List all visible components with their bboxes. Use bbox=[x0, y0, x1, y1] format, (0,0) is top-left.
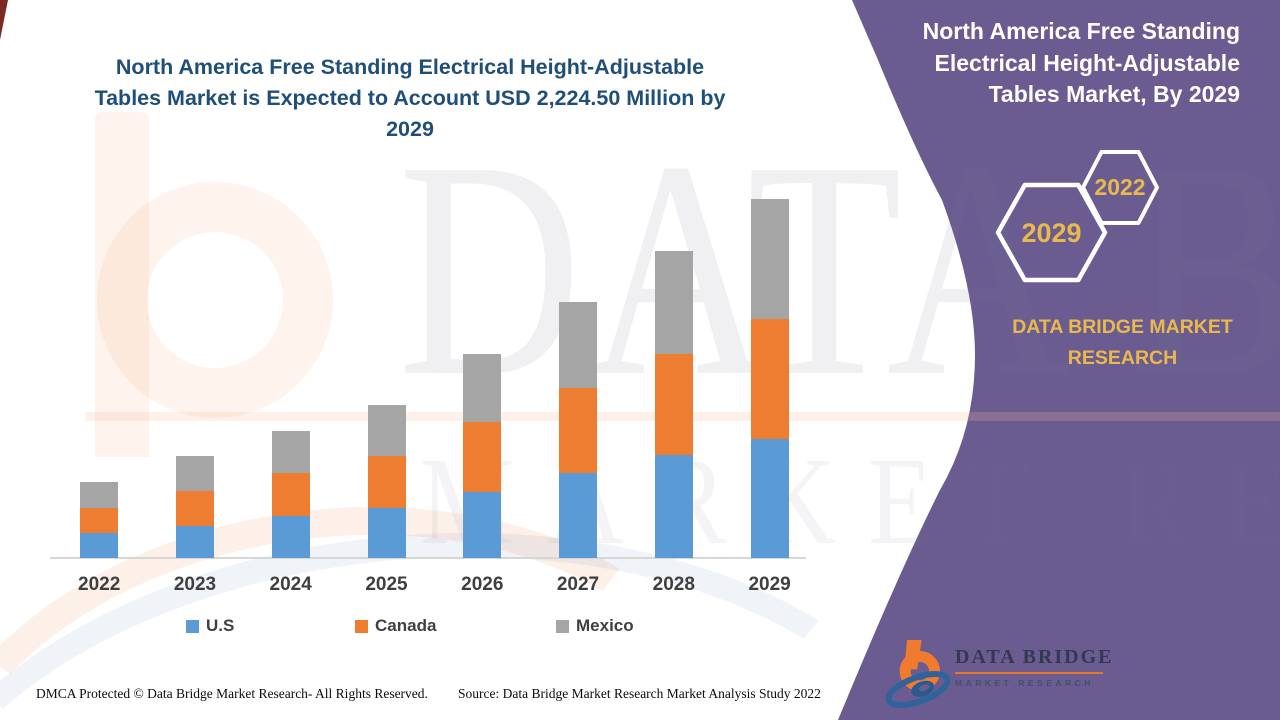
bar-segment-mexico-2027 bbox=[559, 301, 597, 389]
legend-item-mexico: Mexico bbox=[556, 616, 634, 636]
bar-segment-mexico-2023 bbox=[176, 455, 214, 491]
bar-segment-mexico-2029 bbox=[750, 198, 789, 319]
x-axis-label-2028: 2028 bbox=[652, 574, 695, 595]
bar-segment-canada-2029 bbox=[750, 318, 789, 439]
bar-segment-us-2025 bbox=[367, 507, 406, 558]
corner-red-sliver bbox=[0, 0, 8, 40]
x-axis-label-2027: 2027 bbox=[556, 574, 600, 595]
footer-source-text: Source: Data Bridge Market Research Mark… bbox=[458, 686, 821, 701]
legend-swatch bbox=[186, 619, 199, 633]
side-panel-title: North America Free Standing Electrical H… bbox=[880, 16, 1240, 111]
legend-label: U.S bbox=[206, 616, 235, 635]
side-panel-title-line-1: North America Free Standing bbox=[922, 18, 1240, 44]
data-bridge-logo: DATA BRIDGE MARKET RESEARCH bbox=[885, 632, 1125, 714]
data-bridge-logo-icon bbox=[885, 640, 951, 708]
bar-segment-us-2027 bbox=[559, 472, 597, 558]
bar-2026 bbox=[463, 0, 502, 558]
logo-title: DATA BRIDGE bbox=[955, 646, 1114, 668]
bar-segment-canada-2027 bbox=[559, 388, 597, 473]
x-axis-label-2022: 2022 bbox=[78, 574, 121, 595]
page-title-line-3: 2029 bbox=[386, 117, 434, 141]
page-title: North America Free Standing Electrical H… bbox=[60, 52, 760, 145]
bar-2029 bbox=[750, 0, 789, 558]
x-axis-line bbox=[50, 557, 806, 559]
bar-2022 bbox=[80, 0, 119, 558]
brand-text-line-2: RESEARCH bbox=[1067, 347, 1178, 369]
bar-segment-mexico-2028 bbox=[654, 250, 693, 354]
hexagon-2029-label: 2029 bbox=[1021, 218, 1082, 248]
logo-underline bbox=[955, 672, 1103, 674]
x-axis-label-2026: 2026 bbox=[461, 574, 504, 595]
x-axis-label-2023: 2023 bbox=[173, 574, 217, 595]
brand-text-line-1: DATA BRIDGE MARKET bbox=[1012, 316, 1233, 338]
bar-2027 bbox=[559, 0, 597, 558]
bar-segment-mexico-2025 bbox=[367, 405, 406, 456]
bar-segment-canada-2028 bbox=[654, 353, 693, 456]
side-panel-title-line-3: Tables Market, By 2029 bbox=[988, 81, 1240, 107]
bar-segment-us-2024 bbox=[271, 516, 310, 558]
bar-segment-mexico-2022 bbox=[80, 481, 119, 508]
side-panel-title-line-2: Electrical Height-Adjustable bbox=[934, 49, 1240, 76]
bar-segment-canada-2024 bbox=[271, 472, 310, 516]
bar-segment-mexico-2024 bbox=[271, 431, 310, 473]
legend-item-us: U.S bbox=[186, 616, 234, 636]
bar-2023 bbox=[176, 0, 214, 558]
bar-segment-us-2026 bbox=[463, 491, 502, 558]
bar-segment-us-2022 bbox=[80, 533, 119, 558]
bar-segment-canada-2022 bbox=[80, 507, 119, 534]
bar-segment-us-2029 bbox=[750, 438, 789, 558]
bar-segment-mexico-2026 bbox=[463, 353, 502, 422]
bar-2028 bbox=[654, 0, 693, 558]
bar-2025 bbox=[367, 0, 406, 558]
bar-segment-canada-2023 bbox=[176, 490, 214, 526]
page-title-line-1: North America Free Standing Electrical H… bbox=[115, 55, 705, 79]
bar-segment-us-2023 bbox=[176, 526, 214, 558]
legend-label: Mexico bbox=[576, 616, 634, 635]
x-axis-label-2025: 2025 bbox=[365, 574, 408, 595]
logo-subtitle: MARKET RESEARCH bbox=[955, 678, 1094, 688]
legend-item-canada: Canada bbox=[355, 616, 436, 636]
footer-dmca-text: DMCA Protected © Data Bridge Market Rese… bbox=[36, 686, 428, 701]
bar-segment-us-2028 bbox=[654, 455, 693, 558]
legend-swatch bbox=[355, 619, 368, 633]
legend-swatch bbox=[556, 619, 569, 633]
x-axis-label-2029: 2029 bbox=[748, 574, 791, 595]
side-panel-brand-text: DATA BRIDGE MARKET RESEARCH bbox=[985, 312, 1260, 374]
bar-segment-canada-2026 bbox=[463, 422, 502, 492]
hexagon-2022-label: 2022 bbox=[1094, 174, 1146, 200]
page-title-line-2: Tables Market is Expected to Account USD… bbox=[94, 86, 726, 110]
logo-text-block: DATA BRIDGE MARKET RESEARCH bbox=[955, 646, 1120, 688]
bar-segment-canada-2025 bbox=[367, 455, 406, 508]
legend-label: Canada bbox=[375, 616, 437, 635]
x-axis-label-2024: 2024 bbox=[269, 574, 312, 595]
bar-2024 bbox=[271, 0, 310, 558]
